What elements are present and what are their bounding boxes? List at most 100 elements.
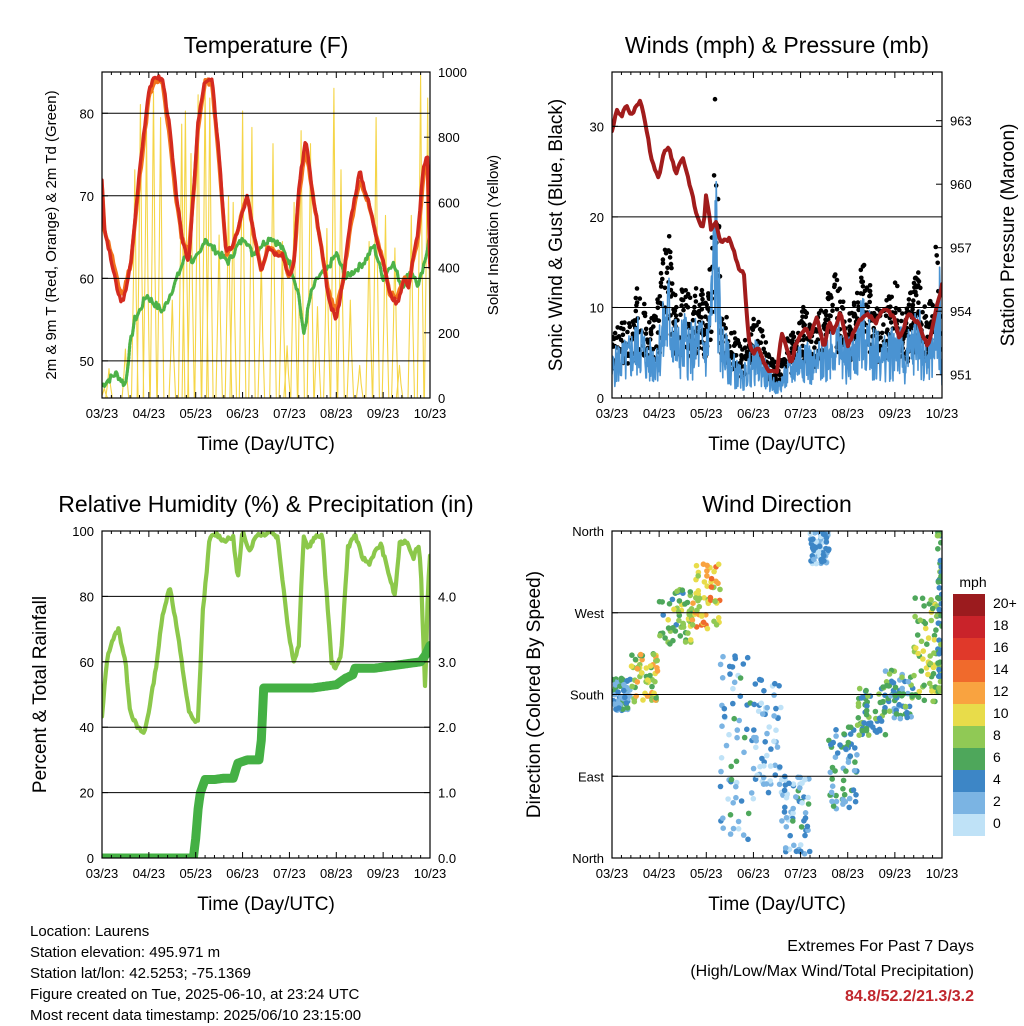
direction-point [782,845,789,851]
solar-insolation-spike [416,74,425,398]
y2-tick-label: 963 [950,114,972,129]
gust-point [867,283,873,288]
direction-point [685,630,691,636]
y-tick-label: 60 [80,655,94,670]
direction-point [847,731,854,737]
direction-point [865,732,872,738]
direction-point [735,826,742,832]
direction-point [773,705,779,712]
elevation-text: Station elevation: 495.971 m [30,944,221,961]
gust-point [764,353,769,358]
gust-point [918,285,923,291]
solar-insolation-spike [156,117,165,398]
x-tick-label: 09/23 [367,866,400,881]
gust-point [663,250,669,256]
direction-point [731,679,738,686]
gust-point [922,304,927,309]
direction-point [719,723,725,729]
x-tick-label: 10/23 [414,866,447,881]
direction-point [689,622,696,628]
direction-point [758,700,765,707]
legend-swatch [953,660,985,682]
gust-point [797,320,802,326]
direction-point [902,703,909,710]
direction-point [725,796,731,802]
direction-point [921,682,927,689]
direction-point [744,726,750,733]
legend-label: 4 [993,771,1001,787]
y2-axis-label: Station Pressure (Maroon) [998,124,1019,347]
legend-label: 0 [993,815,1001,831]
direction-point [640,697,646,703]
gust-point [697,302,702,308]
y2-tick-label: 1.0 [438,786,456,801]
direction-point [717,586,723,593]
x-tick-label: 10/23 [926,406,959,421]
y2-tick-label: 4.0 [438,589,456,604]
y-axis-label: Percent & Total Rainfall [30,596,51,793]
direction-point [805,801,812,807]
gust-point [815,337,821,343]
x-tick-label: 06/23 [226,406,259,421]
direction-point [687,589,694,595]
gust-point [733,336,738,341]
gust-point [742,345,748,351]
direction-point [695,573,701,579]
direction-point [632,656,639,663]
direction-point [776,683,782,689]
direction-point [811,556,817,563]
gust-point [680,297,686,303]
extremes-title: Extremes For Past 7 Days [787,938,974,955]
recent-timestamp-text: Most recent data timestamp: 2025/06/10 2… [30,1007,362,1024]
direction-point [768,746,774,752]
y-tick-label: 100 [72,524,94,539]
direction-point [852,759,858,765]
solar-insolation-spike [149,91,158,398]
legend-label: 8 [993,727,1001,743]
direction-point [717,661,724,668]
direction-point [615,689,621,695]
direction-point [899,674,905,680]
x-tick-label: 03/23 [596,866,629,881]
direction-point [772,772,779,778]
direction-point [938,564,942,570]
gust-point [860,279,866,285]
direction-point [854,722,861,728]
direction-point [647,672,653,679]
direction-point [676,598,683,604]
direction-point [701,579,708,585]
direction-point [845,759,852,765]
direction-point [621,681,627,688]
gust-point [913,292,919,298]
direction-point [728,776,735,783]
direction-point [817,543,823,550]
direction-point [727,831,734,837]
gust-point [631,322,637,328]
legend-label: 18 [993,617,1009,633]
direction-point [826,737,832,744]
gust-point [633,295,639,301]
direction-point [723,742,730,749]
gust-point [614,335,620,341]
direction-point [938,591,942,598]
legend-label: 10 [993,705,1009,721]
direction-point [654,657,660,664]
direction-point [922,620,929,627]
solar-insolation-spike [142,130,151,398]
gust-point [751,316,756,322]
gust-point [744,349,750,355]
direction-point [777,764,783,770]
gust-point [630,331,636,337]
direction-point [863,725,870,732]
direction-point [939,623,942,629]
direction-point [926,680,933,687]
solar-insolation-spike [323,227,331,398]
gust-point [642,310,648,316]
direction-point [802,776,808,783]
direction-point [653,695,659,701]
direction-point [738,798,745,804]
direction-point [935,579,942,585]
direction-point [797,785,803,791]
direction-point [677,633,684,639]
gust-point [898,318,904,324]
